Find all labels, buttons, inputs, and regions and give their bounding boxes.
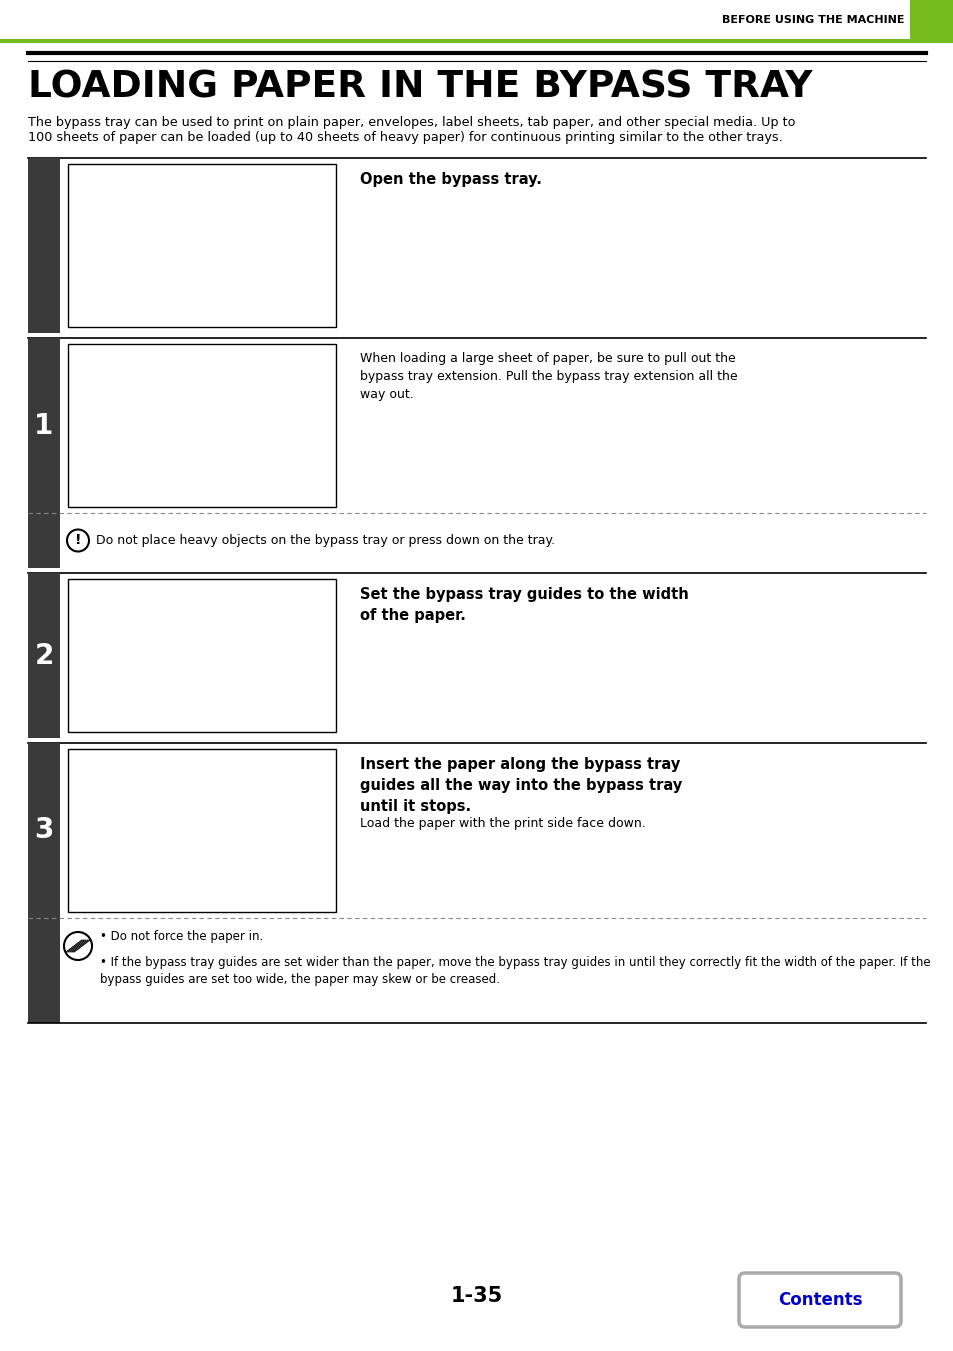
Bar bbox=[0, 0, 953, 35]
Bar bbox=[28, 158, 60, 332]
Bar bbox=[68, 163, 335, 327]
Bar bbox=[909, 0, 953, 41]
Text: Contents: Contents bbox=[777, 1292, 862, 1309]
Bar bbox=[68, 345, 335, 507]
Bar bbox=[68, 748, 335, 912]
Text: Set the bypass tray guides to the width
of the paper.: Set the bypass tray guides to the width … bbox=[359, 586, 688, 623]
Text: Insert the paper along the bypass tray
guides all the way into the bypass tray
u: Insert the paper along the bypass tray g… bbox=[359, 757, 681, 815]
Text: 1-35: 1-35 bbox=[451, 1286, 502, 1306]
Text: !: ! bbox=[74, 534, 81, 547]
Text: LOADING PAPER IN THE BYPASS TRAY: LOADING PAPER IN THE BYPASS TRAY bbox=[28, 69, 812, 105]
Text: Do not place heavy objects on the bypass tray or press down on the tray.: Do not place heavy objects on the bypass… bbox=[96, 534, 555, 547]
Text: • If the bypass tray guides are set wider than the paper, move the bypass tray g: • If the bypass tray guides are set wide… bbox=[100, 957, 929, 986]
Text: When loading a large sheet of paper, be sure to pull out the
bypass tray extensi: When loading a large sheet of paper, be … bbox=[359, 353, 737, 401]
Text: Load the paper with the print side face down.: Load the paper with the print side face … bbox=[359, 817, 645, 830]
Text: 100 sheets of paper can be loaded (up to 40 sheets of heavy paper) for continuou: 100 sheets of paper can be loaded (up to… bbox=[28, 131, 781, 145]
Text: The bypass tray can be used to print on plain paper, envelopes, label sheets, ta: The bypass tray can be used to print on … bbox=[28, 116, 795, 128]
Text: 1: 1 bbox=[34, 412, 53, 439]
Text: 3: 3 bbox=[34, 816, 53, 844]
Bar bbox=[28, 573, 60, 738]
Text: Open the bypass tray.: Open the bypass tray. bbox=[359, 172, 541, 186]
Bar bbox=[28, 743, 60, 1023]
FancyBboxPatch shape bbox=[739, 1273, 900, 1327]
Bar bbox=[68, 580, 335, 732]
Text: BEFORE USING THE MACHINE: BEFORE USING THE MACHINE bbox=[721, 15, 904, 26]
Text: 2: 2 bbox=[34, 642, 53, 670]
Bar bbox=[28, 338, 60, 567]
Text: • Do not force the paper in.: • Do not force the paper in. bbox=[100, 929, 263, 943]
Bar bbox=[0, 39, 953, 43]
